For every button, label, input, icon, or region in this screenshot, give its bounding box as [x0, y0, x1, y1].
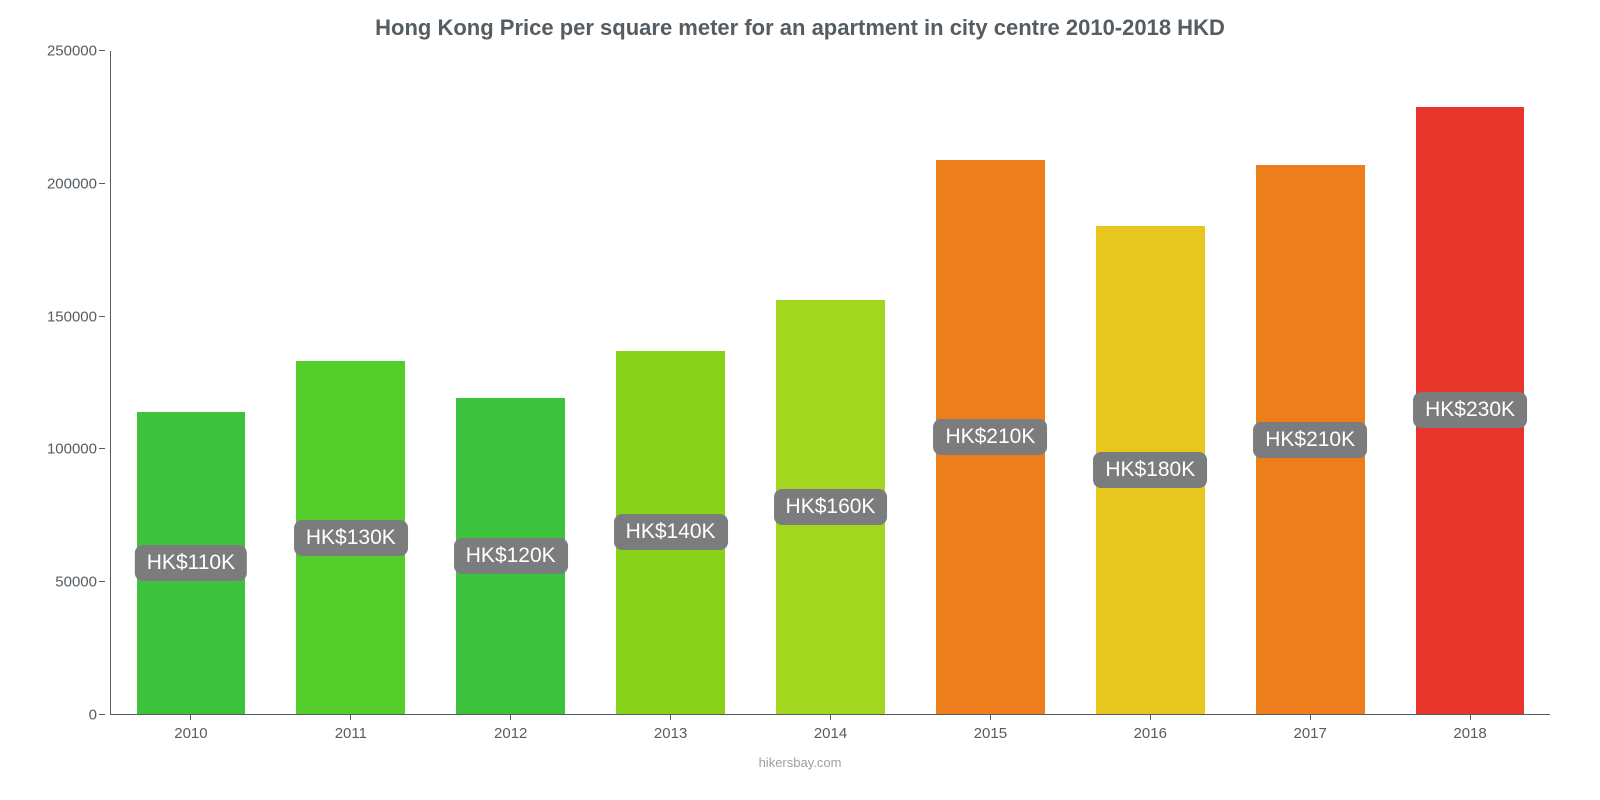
bar: HK$210K [936, 160, 1045, 714]
x-tick-label: 2018 [1390, 725, 1550, 742]
bar-value-label: HK$160K [774, 489, 888, 525]
y-tick-label: 0 [89, 707, 97, 724]
x-axis-labels: 201020112012201320142015201620172018 [111, 725, 1550, 742]
bar-slot: HK$210K [910, 51, 1070, 714]
bar-value-label: HK$110K [135, 545, 247, 581]
bar: HK$210K [1256, 165, 1365, 714]
bar-value-label: HK$130K [294, 520, 408, 556]
y-tick-label: 50000 [55, 574, 97, 591]
bar-slot: HK$110K [111, 51, 271, 714]
chart-title: Hong Kong Price per square meter for an … [30, 15, 1570, 41]
y-axis: 050000100000150000200000250000 [30, 51, 105, 715]
y-tick-label: 250000 [47, 43, 97, 60]
bar-value-label: HK$180K [1093, 452, 1207, 488]
bar-slot: HK$130K [271, 51, 431, 714]
bars-container: HK$110K HK$130K HK$120K HK$140K HK$160K HK$21… [111, 51, 1550, 714]
bar-slot: HK$230K [1390, 51, 1550, 714]
bar: HK$130K [296, 361, 405, 714]
bar: HK$120K [456, 398, 565, 714]
plot-inner: HK$110K HK$130K HK$120K HK$140K HK$160K HK$21… [110, 51, 1550, 715]
y-tick-label: 200000 [47, 175, 97, 192]
x-tick-label: 2010 [111, 725, 271, 742]
bar-value-label: HK$140K [614, 514, 728, 550]
bar: HK$180K [1096, 226, 1205, 714]
bar-value-label: HK$120K [454, 538, 568, 574]
bar-value-label: HK$230K [1413, 392, 1527, 428]
bar-slot: HK$180K [1070, 51, 1230, 714]
bar-chart: Hong Kong Price per square meter for an … [0, 0, 1600, 800]
x-tick-label: 2015 [910, 725, 1070, 742]
plot-area: 050000100000150000200000250000 HK$110KHK… [110, 51, 1550, 715]
bar: HK$140K [616, 351, 725, 714]
x-tick-label: 2017 [1230, 725, 1390, 742]
bar-slot: HK$210K [1230, 51, 1390, 714]
bar: HK$160K [776, 300, 885, 714]
credit-text: hikersbay.com [30, 755, 1570, 770]
y-tick-label: 100000 [47, 441, 97, 458]
y-tick-label: 150000 [47, 308, 97, 325]
bar-slot: HK$160K [751, 51, 911, 714]
x-tick-label: 2016 [1070, 725, 1230, 742]
bar-value-label: HK$210K [1253, 422, 1367, 458]
bar-slot: HK$140K [591, 51, 751, 714]
bar-slot: HK$120K [431, 51, 591, 714]
bar: HK$230K [1416, 107, 1525, 714]
x-ticks [111, 714, 1550, 720]
x-tick-label: 2014 [751, 725, 911, 742]
x-tick-label: 2012 [431, 725, 591, 742]
x-tick-label: 2011 [271, 725, 431, 742]
bar-value-label: HK$210K [933, 419, 1047, 455]
bar: HK$110K [137, 412, 246, 714]
x-tick-label: 2013 [591, 725, 751, 742]
